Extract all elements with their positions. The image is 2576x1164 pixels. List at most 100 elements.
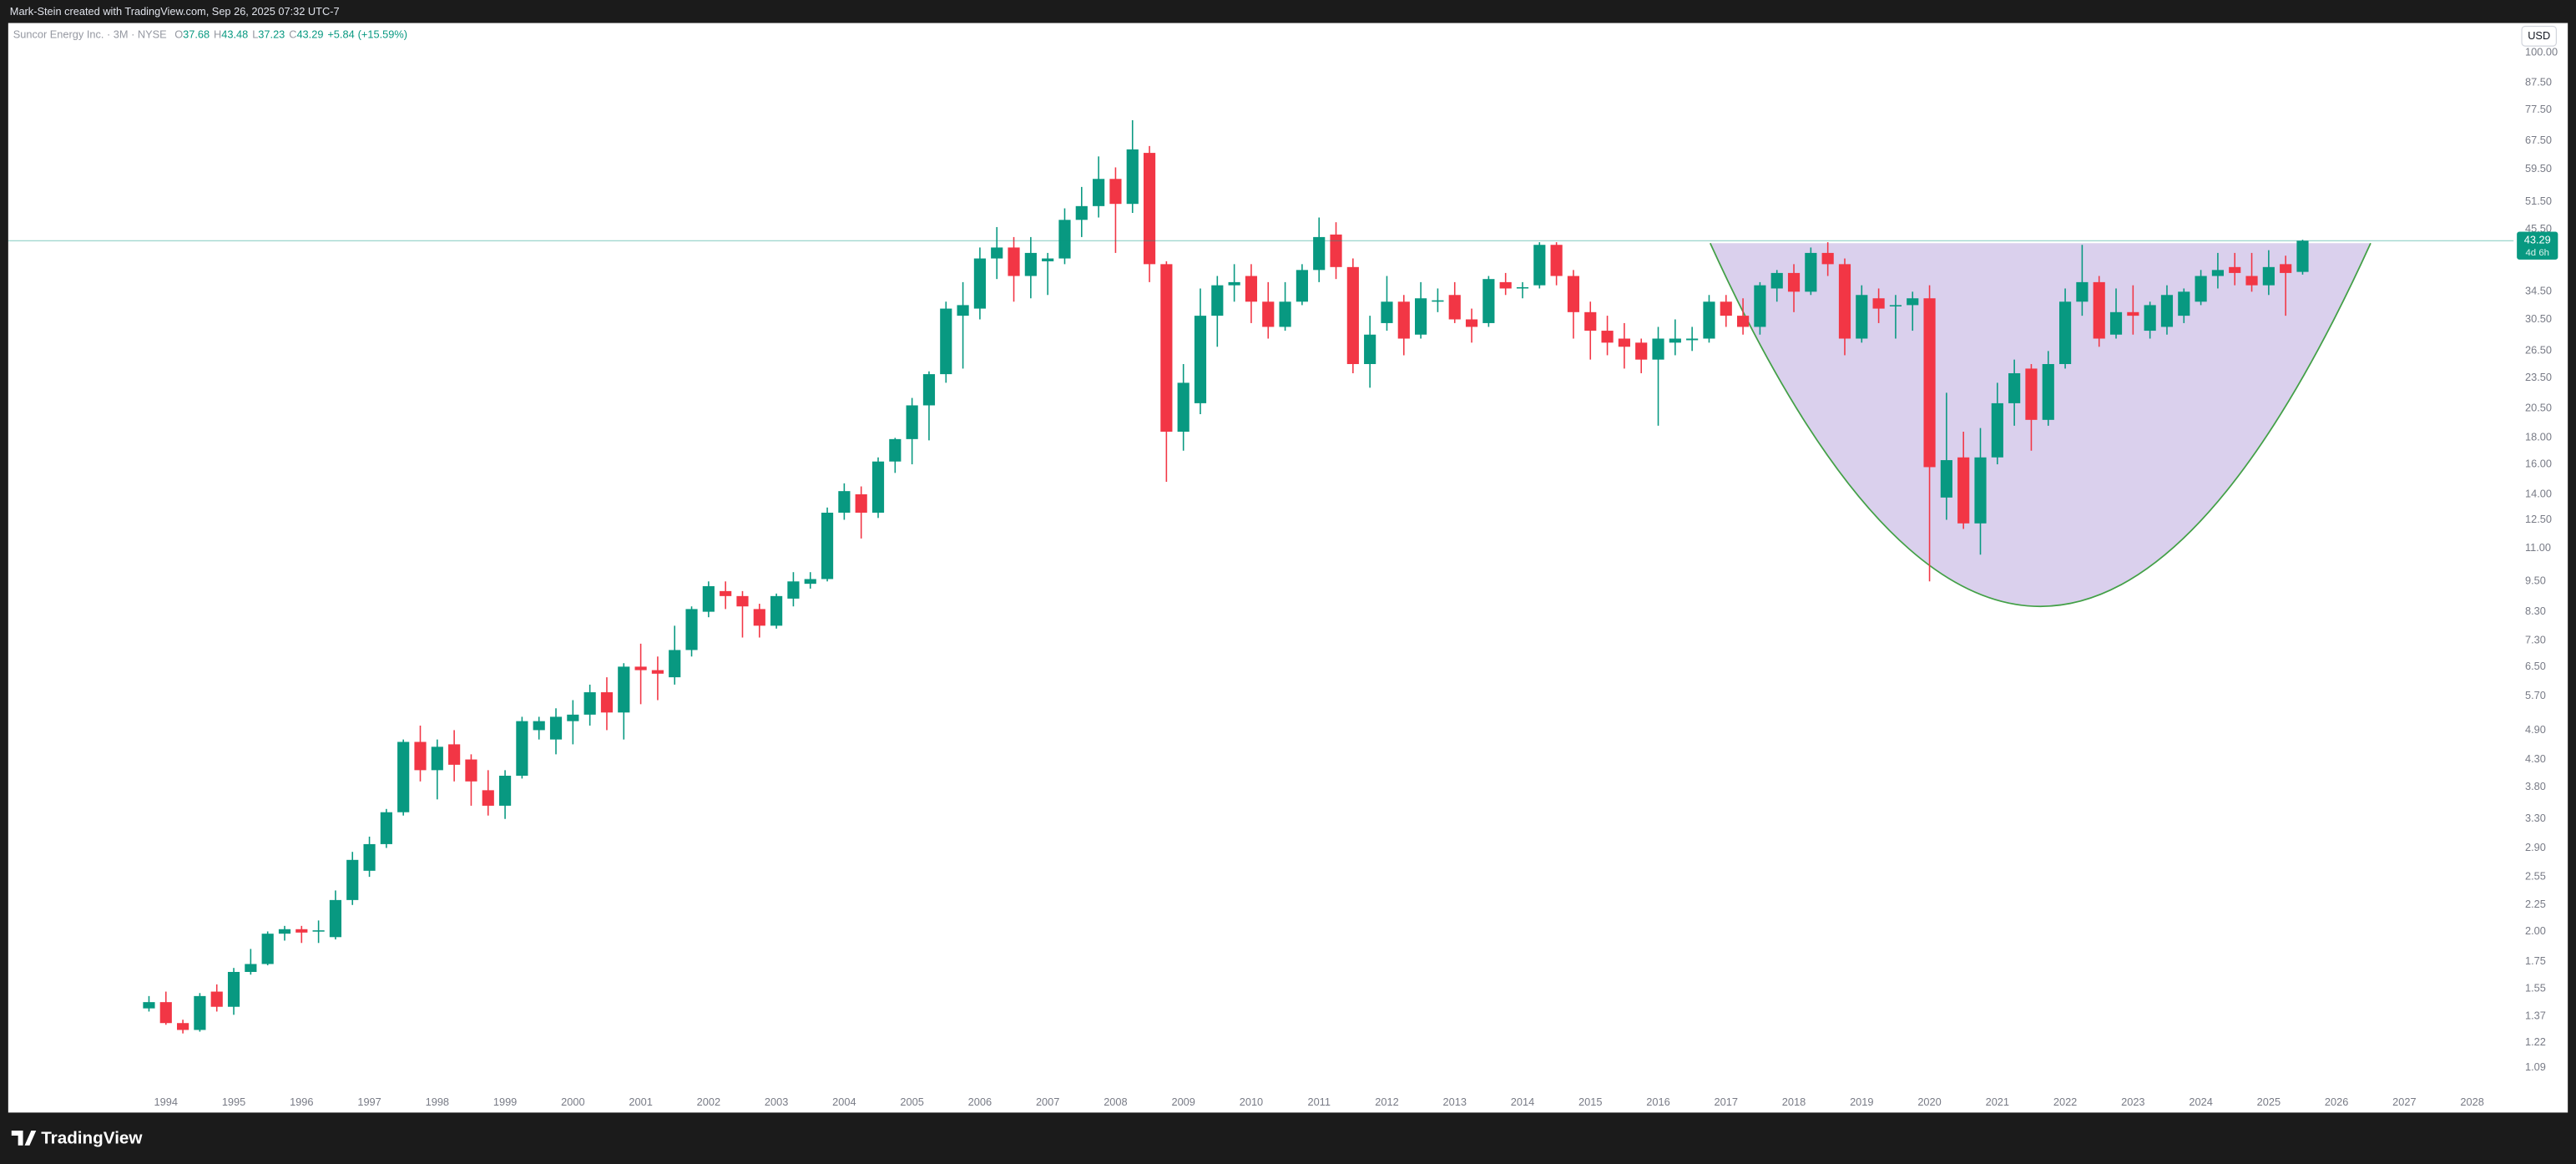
candle-body (498, 776, 512, 806)
candle-body (1635, 342, 1648, 360)
candle-body (1177, 382, 1190, 432)
y-tick-label: 2.55 (2525, 869, 2546, 882)
candle-body (1432, 300, 1444, 302)
y-tick-label: 3.80 (2525, 780, 2546, 792)
x-tick-label: 2000 (561, 1096, 584, 1108)
countdown: 4d 6h (2525, 248, 2549, 258)
candle-body (1770, 272, 1783, 289)
candle-body (1381, 301, 1393, 323)
candle-body (940, 308, 952, 375)
x-tick-label: 2028 (2460, 1096, 2483, 1108)
x-tick-label: 2018 (1782, 1096, 1806, 1108)
y-tick-label: 2.90 (2525, 841, 2546, 853)
x-tick-label: 2012 (1375, 1096, 1398, 1108)
footer-logo: TradingView (11, 1128, 143, 1147)
currency: USD (2528, 29, 2550, 42)
candle-body (295, 929, 308, 933)
candle-body (159, 1002, 172, 1024)
candle-body (2109, 311, 2123, 335)
candle-body (2127, 311, 2139, 316)
candle-body (973, 258, 986, 309)
candle-body (1584, 311, 1597, 331)
candle-body (1397, 301, 1410, 339)
y-tick-label: 1.22 (2525, 1035, 2546, 1048)
x-tick-label: 2016 (1646, 1096, 1669, 1108)
y-tick-label: 14.00 (2525, 487, 2552, 499)
currency-box[interactable] (2521, 25, 2557, 47)
x-tick-label: 1995 (222, 1096, 245, 1108)
candle-body (227, 971, 240, 1007)
candle-body (855, 493, 867, 513)
candle-body (871, 461, 885, 513)
candle-body (465, 759, 477, 782)
x-tick-label: 1997 (357, 1096, 381, 1108)
y-tick-label: 4.90 (2525, 723, 2546, 736)
legend-change: +5.84 (327, 28, 354, 41)
candle-body (600, 692, 614, 713)
candle-body (1228, 281, 1240, 286)
candle-body (143, 1002, 155, 1009)
candle-body (380, 812, 392, 844)
y-tick-label: 12.50 (2525, 513, 2552, 525)
candle-body (804, 579, 816, 585)
candle-body (720, 590, 732, 596)
x-tick-label: 2020 (1917, 1096, 1941, 1108)
legend-prefix: L (252, 28, 258, 41)
last-price-label: 43.29 (2524, 234, 2551, 246)
candle-body (1991, 402, 2003, 458)
x-tick-label: 1998 (426, 1096, 449, 1108)
legend-change-percent: (+15.59%) (358, 28, 407, 41)
candle-body (1686, 338, 1699, 341)
x-tick-label: 2002 (697, 1096, 720, 1108)
y-tick-label: 100.00 (2525, 45, 2558, 58)
candle-body (1856, 295, 1868, 339)
y-tick-label: 87.50 (2525, 75, 2552, 88)
candle-body (1720, 301, 1732, 316)
y-tick-label: 77.50 (2525, 103, 2552, 115)
candle-body (431, 746, 443, 771)
y-tick-label: 7.30 (2525, 634, 2546, 646)
candle-body (516, 721, 528, 777)
candle-body (1821, 252, 1834, 265)
candle-body (2144, 305, 2156, 331)
candle-body (448, 744, 461, 765)
x-tick-label: 2025 (2257, 1096, 2281, 1108)
candle-body (1805, 252, 1817, 292)
candle-body (567, 714, 579, 721)
candle-body (177, 1023, 189, 1030)
y-tick-label: 9.50 (2525, 574, 2546, 587)
y-tick-label: 2.25 (2525, 898, 2546, 910)
candle-body (278, 929, 291, 934)
candle-body (889, 438, 902, 462)
cup-drawing (1709, 242, 2371, 608)
candle-body (2229, 266, 2241, 273)
candle-body (1567, 276, 1580, 312)
x-tick-label: 1994 (154, 1096, 178, 1108)
candle-body (1923, 298, 1936, 468)
candle-body (821, 512, 834, 579)
candle-body (702, 586, 715, 612)
legend-value: 43.48 (221, 28, 248, 41)
candle-body (1974, 457, 1987, 524)
candle-body (1787, 272, 1801, 292)
candle-body (685, 609, 698, 650)
candle-body (1109, 179, 1122, 205)
legend-value: 37.68 (183, 28, 210, 41)
x-tick-label: 2005 (900, 1096, 923, 1108)
y-tick-label: 4.30 (2525, 752, 2546, 765)
candle-body (346, 859, 359, 900)
y-tick-label: 51.50 (2525, 195, 2552, 207)
candle-body (1448, 295, 1461, 320)
x-tick-label: 2003 (765, 1096, 788, 1108)
candle-body (245, 964, 257, 972)
candle-body (1516, 286, 1529, 289)
candle-body (736, 595, 749, 607)
candle-body (1754, 285, 1766, 327)
legend-title: Suncor Energy Inc. · 3M · NYSE (13, 28, 167, 41)
candle-body (787, 581, 800, 599)
y-tick-label: 34.50 (2525, 285, 2552, 297)
candle-body (1296, 270, 1308, 302)
x-tick-label: 2023 (2121, 1096, 2144, 1108)
candle-body (1601, 331, 1614, 343)
